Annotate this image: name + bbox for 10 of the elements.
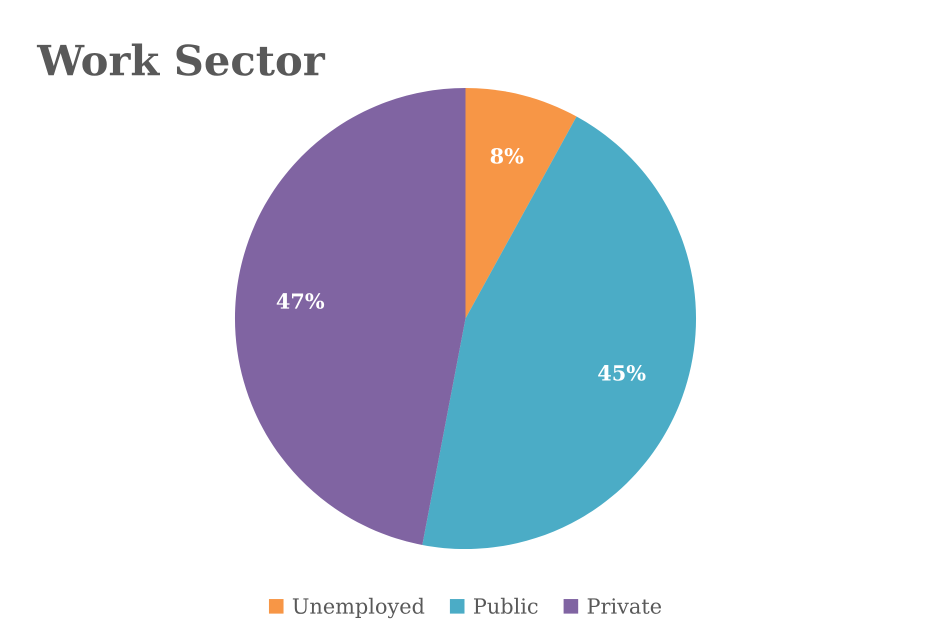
data-label: 8%	[490, 148, 524, 164]
data-label: 47%	[276, 293, 324, 309]
data-label: 45%	[598, 365, 646, 381]
legend-label: Private	[588, 598, 662, 614]
chart-title: Work Sector	[36, 44, 326, 76]
pie-slice	[235, 88, 466, 545]
legend-label: Public	[474, 598, 538, 614]
legend-label: Unemployed	[292, 598, 424, 618]
pie-slice	[466, 88, 577, 318]
pie-slice	[422, 116, 696, 550]
